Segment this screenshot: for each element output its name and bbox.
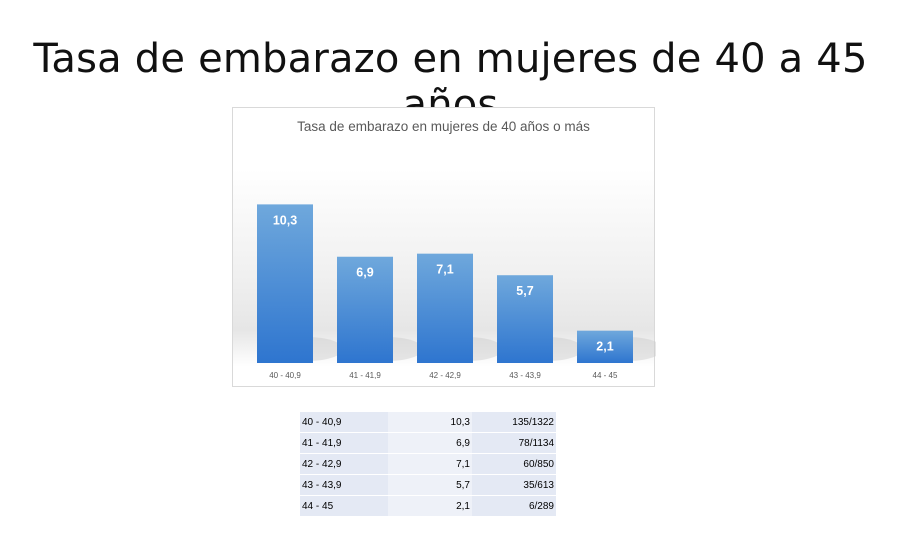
x-tick-label: 41 - 41,9 xyxy=(349,371,381,380)
x-tick-label: 44 - 45 xyxy=(593,371,618,380)
table-row: 44 - 45 2,1 6/289 xyxy=(300,495,556,517)
table-row: 41 - 41,9 6,9 78/1134 xyxy=(300,432,556,454)
bar xyxy=(257,204,313,363)
data-table: 40 - 40,9 10,3 135/1322 41 - 41,9 6,9 78/1134… xyxy=(300,412,556,517)
table-cell-range: 40 - 40,9 xyxy=(300,412,388,433)
table-cell-rate: 6,9 xyxy=(388,432,472,454)
bar-value-label: 10,3 xyxy=(273,213,297,227)
table-row: 43 - 43,9 5,7 35/613 xyxy=(300,474,556,496)
table-cell-rate: 2,1 xyxy=(388,495,472,517)
table-cell-ratio: 35/613 xyxy=(472,474,556,496)
table-cell-rate: 10,3 xyxy=(388,412,472,433)
bar-value-label: 2,1 xyxy=(596,340,613,354)
bar-chart: 10,3 6,9 7,1 5,7 2,1 40 - 40,9 41 - 41,9 42 - … xyxy=(257,204,656,380)
table-cell-range: 41 - 41,9 xyxy=(300,432,388,454)
table-cell-ratio: 135/1322 xyxy=(472,412,556,433)
table-row: 42 - 42,9 7,1 60/850 xyxy=(300,453,556,475)
bar xyxy=(337,256,393,363)
table-cell-ratio: 6/289 xyxy=(472,495,556,517)
bar-value-label: 7,1 xyxy=(436,263,453,277)
x-tick-label: 43 - 43,9 xyxy=(509,371,541,380)
chart-title: Tasa de embarazo en mujeres de 40 años o… xyxy=(297,119,590,134)
table-cell-range: 44 - 45 xyxy=(300,495,388,517)
x-tick-label: 40 - 40,9 xyxy=(269,371,301,380)
table-cell-rate: 7,1 xyxy=(388,453,472,475)
table-cell-range: 43 - 43,9 xyxy=(300,474,388,496)
table-cell-range: 42 - 42,9 xyxy=(300,453,388,475)
slide-title: Tasa de embarazo en mujeres de 40 a 45 a… xyxy=(33,36,868,128)
x-tick-label: 42 - 42,9 xyxy=(429,371,461,380)
chart-frame: 10,3 6,9 7,1 5,7 2,1 40 - 40,9 41 - 41,9 42 - … xyxy=(232,107,656,387)
bar-value-label: 6,9 xyxy=(356,266,373,280)
bar xyxy=(577,330,633,363)
table-cell-rate: 5,7 xyxy=(388,474,472,496)
bar-value-label: 5,7 xyxy=(516,284,533,298)
bar xyxy=(497,275,553,363)
table-cell-ratio: 60/850 xyxy=(472,453,556,475)
table-cell-ratio: 78/1134 xyxy=(472,432,556,454)
table-row: 40 - 40,9 10,3 135/1322 xyxy=(300,412,556,433)
bar xyxy=(417,253,473,363)
